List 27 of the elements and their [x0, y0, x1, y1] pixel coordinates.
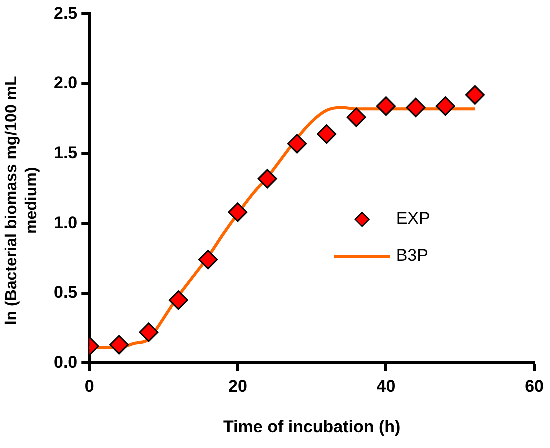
- point: [258, 169, 278, 189]
- point: [110, 335, 130, 355]
- point: [436, 96, 456, 116]
- y-tick-label: 2.0: [54, 74, 78, 93]
- x-tick-label: 20: [228, 377, 248, 396]
- point: [317, 124, 337, 144]
- y-tick-label: 0.0: [54, 352, 78, 372]
- legend-label: B3P: [396, 246, 428, 266]
- point: [139, 322, 159, 342]
- y-tick-label: 1.5: [54, 143, 78, 162]
- point: [228, 202, 248, 222]
- point: [198, 250, 218, 270]
- point: [168, 290, 188, 310]
- legend-label: EXP: [396, 209, 430, 228]
- x-axis-title: Time of incubation (h): [223, 417, 401, 436]
- point: [406, 98, 426, 118]
- y-tick-label: 2.5: [54, 4, 78, 23]
- x-tick-label: 0: [84, 377, 94, 396]
- x-tick-label: 40: [376, 377, 396, 396]
- point: [288, 134, 308, 154]
- point: [465, 85, 485, 105]
- y-tick-label: 0.5: [54, 283, 78, 302]
- y-axis-title: ln (Bacterial biomass mg/100 mL medium): [3, 76, 40, 326]
- x-tick-label: 60: [525, 377, 544, 396]
- point: [376, 96, 396, 116]
- point: [346, 108, 366, 128]
- y-tick-label: 1.0: [54, 213, 78, 232]
